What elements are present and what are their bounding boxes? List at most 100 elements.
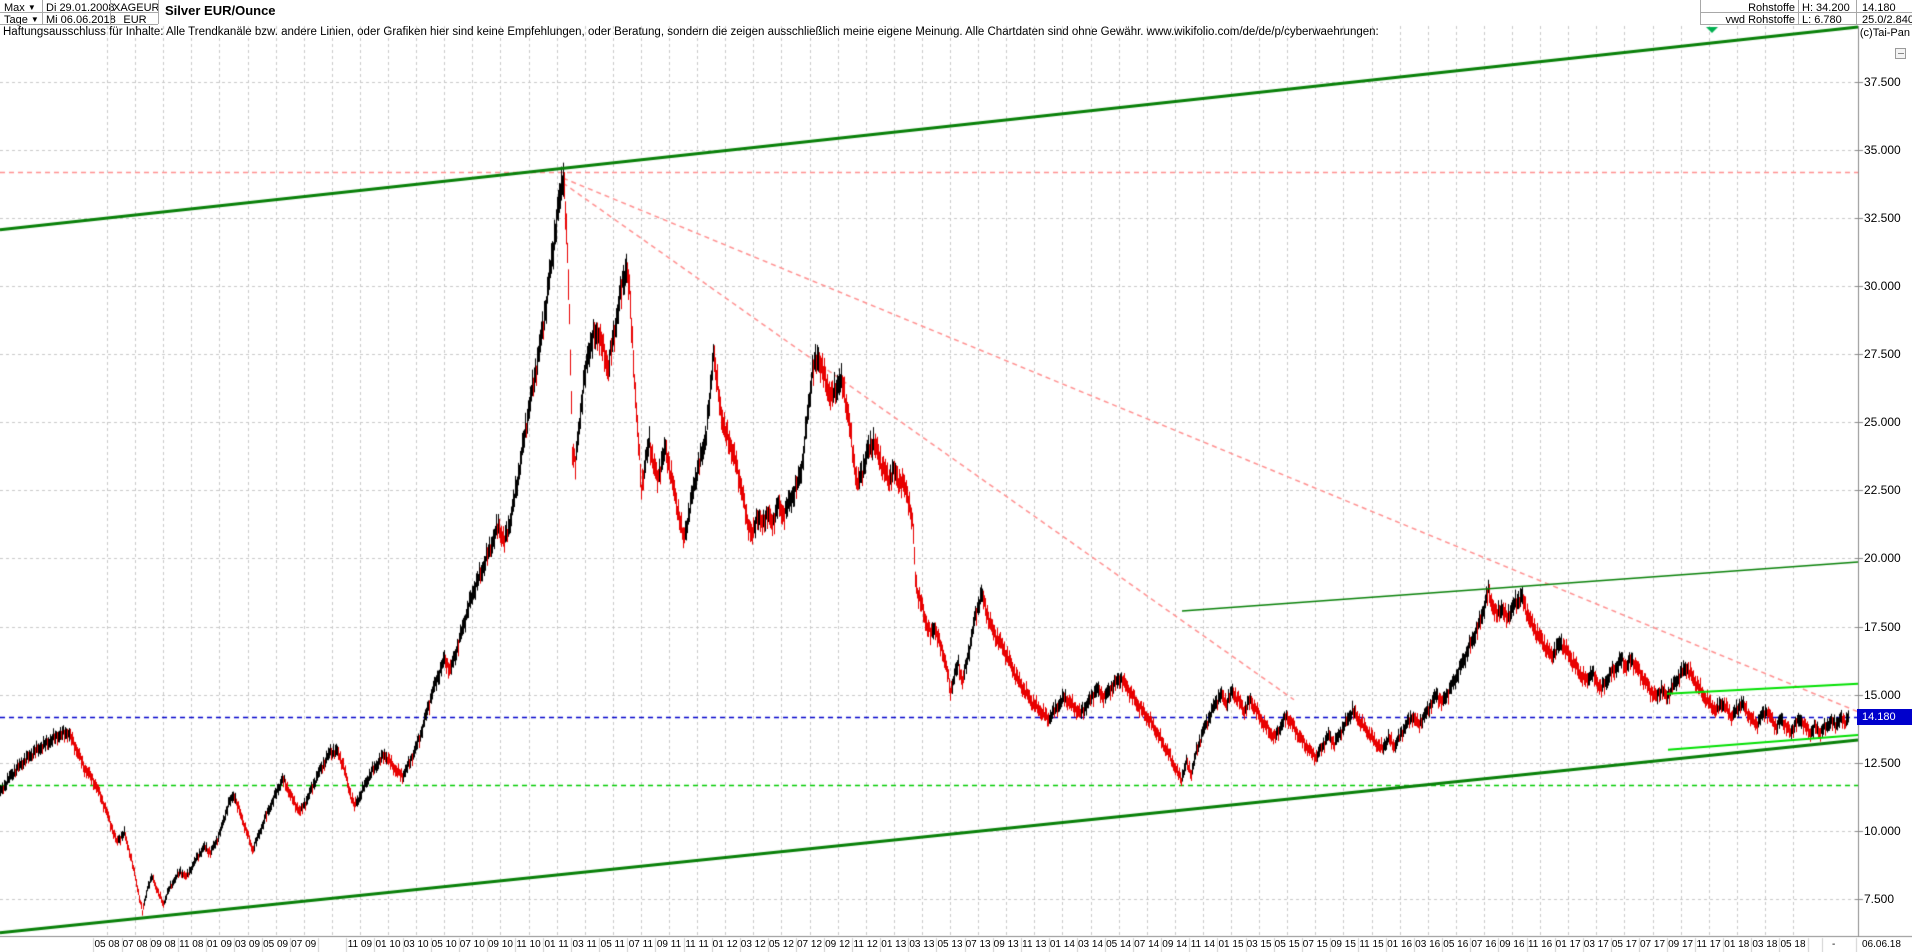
x-axis-tick-label: 01 11: [544, 939, 569, 950]
y-axis-tick-label: 7.500: [1864, 891, 1895, 906]
x-axis-tick-label: 07 14: [1134, 939, 1160, 950]
x-axis-tick-label: 03 15: [1246, 939, 1272, 950]
x-axis-tick-label: 05 09: [263, 939, 289, 950]
period-dropdown-label: Tage: [4, 14, 28, 26]
y-axis-tick-label: 35.000: [1864, 143, 1901, 158]
x-axis-tick-label: 07 08: [122, 939, 148, 950]
chevron-down-icon: ▼: [30, 15, 39, 24]
x-axis-tick-label: 11 13: [1022, 939, 1047, 950]
chevron-down-icon: ▼: [27, 3, 36, 12]
x-axis-tick-label: 07 16: [1471, 939, 1497, 950]
symbol-label: XAGEUR: [113, 2, 160, 14]
x-axis-tick-label: 09 16: [1499, 939, 1525, 950]
period-dropdown[interactable]: Tage ▼: [4, 14, 39, 26]
x-axis-tick-label: 11 09: [347, 939, 373, 950]
y-axis-tick-label: 12.500: [1864, 755, 1901, 770]
x-axis-tick-label: 11 15: [1359, 939, 1384, 950]
x-axis-tick-label: 05 12: [768, 939, 794, 950]
x-axis-tick-label: 01 12: [712, 939, 738, 950]
x-axis-gap-label: -: [1832, 939, 1836, 950]
x-axis-tick-label: 11 17: [1696, 939, 1721, 950]
x-axis-tick-label: 11 16: [1527, 939, 1553, 950]
x-axis-tick-label: 03 12: [740, 939, 766, 950]
low-value-label: L: 6.780: [1802, 14, 1842, 26]
currency-label: EUR: [123, 14, 147, 26]
divider: [0, 24, 158, 25]
x-axis-tick-label: 11 14: [1190, 939, 1216, 950]
x-axis-tick-label: 05 18: [1780, 939, 1806, 950]
start-date-field[interactable]: Di 29.01.2008: [46, 2, 115, 14]
x-axis-tick-label: 03 09: [234, 939, 261, 950]
y-axis-tick-label: 32.500: [1864, 211, 1901, 226]
chart-title: Silver EUR/Ounce: [165, 3, 276, 18]
x-axis-tick-label: 01 09: [206, 939, 232, 950]
x-axis-tick-label: 09 13: [993, 939, 1019, 950]
range-dropdown[interactable]: Max ▼: [4, 2, 36, 14]
x-axis-tick-label: 03 18: [1752, 939, 1778, 950]
y-axis-tick-label: 27.500: [1864, 347, 1901, 362]
x-axis-tick-label: 03 17: [1583, 939, 1609, 950]
y-axis-tick-label: 17.500: [1864, 619, 1901, 634]
x-axis-tick-label: 01 14: [1049, 939, 1075, 950]
x-axis-tick-label: 11 12: [853, 939, 878, 950]
y-axis-tick-label: 10.000: [1864, 823, 1901, 838]
x-axis-tick-label: 09 11: [656, 939, 682, 950]
x-axis-tick-label: 07 09: [291, 939, 317, 950]
x-axis-tick-label: 11 08: [179, 939, 204, 950]
x-axis-tick-label: 01 18: [1724, 939, 1750, 950]
x-axis-tick-label: 09 15: [1330, 939, 1356, 950]
x-axis-tick-label: 09 08: [150, 939, 176, 950]
x-axis-tick-label: 03 14: [1077, 939, 1104, 950]
x-axis-tick-label: 03 11: [572, 939, 597, 950]
range-dropdown-label: Max: [4, 2, 25, 14]
divider: [1700, 12, 1912, 13]
y-axis-tick-label: 25.000: [1864, 415, 1901, 430]
high-value-label: H: 34.200: [1802, 2, 1850, 14]
x-axis-tick-label: 09 17: [1668, 939, 1694, 950]
disclaimer-text: Haftungsausschluss für Inhalte: Alle Tre…: [3, 26, 1379, 38]
feed-label: vwd Rohstoffe: [1725, 14, 1795, 26]
end-date-field[interactable]: Mi 06.06.2018: [46, 14, 116, 26]
copyright-label: (c)Tai-Pan: [1859, 27, 1910, 39]
x-axis-tick-label: 03 16: [1415, 939, 1441, 950]
collapse-axis-button[interactable]: [1895, 48, 1906, 59]
x-axis-tick-label: 01 16: [1387, 939, 1413, 950]
divider: [158, 0, 159, 24]
x-axis-tick-label: 01 15: [1218, 939, 1244, 950]
x-axis-tick-label: 05 17: [1611, 939, 1637, 950]
x-axis-tick-label: 09 10: [487, 939, 513, 950]
last-price-tag: 14.180: [1857, 709, 1912, 725]
x-axis-tick-label: 01 17: [1555, 939, 1581, 950]
x-axis-tick-label: 09 12: [825, 939, 851, 950]
x-axis-tick-label: 05 10: [431, 939, 457, 950]
x-axis-tick-label: 09 14: [1162, 939, 1188, 950]
minus-icon: [1898, 53, 1904, 54]
y-axis-tick-label: 37.500: [1864, 75, 1901, 89]
spread-info-label: 25.0/2.840: [1862, 14, 1912, 26]
x-axis-tick-label: 05 16: [1443, 939, 1469, 950]
x-axis-tick-label: 05 15: [1274, 939, 1300, 950]
y-axis-tick-label: 22.500: [1864, 483, 1901, 498]
y-axis-tick-label: 20.000: [1864, 551, 1901, 566]
x-axis-tick-label: 11 10: [516, 939, 541, 950]
x-axis-tick-label: 07 11: [628, 939, 654, 950]
x-axis-tick-label: 03 10: [403, 939, 429, 950]
category-label: Rohstoffe: [1748, 2, 1795, 14]
last-price-header-label: 14.180: [1862, 2, 1896, 14]
divider: [1700, 24, 1912, 25]
x-axis-tick-label: 01 10: [375, 939, 401, 950]
x-axis-tick-label: 01 13: [881, 939, 907, 950]
y-axis-tick-label: 30.000: [1864, 279, 1901, 294]
x-axis-tick-label: 03 13: [909, 939, 935, 950]
x-axis-tick-label: 05 08: [94, 939, 120, 950]
x-axis-tick-label: 07 10: [459, 939, 485, 950]
x-axis-tick-label: 05 11: [600, 939, 625, 950]
x-axis-tick-label: 07 15: [1302, 939, 1328, 950]
x-axis-end-date-label: 06.06.18: [1862, 939, 1901, 950]
x-axis-tick-label: 07 17: [1639, 939, 1666, 950]
x-axis-tick-label: 05 14: [1106, 939, 1132, 950]
x-axis-tick-label: 05 13: [937, 939, 963, 950]
y-axis-tick-label: 15.000: [1864, 687, 1901, 702]
